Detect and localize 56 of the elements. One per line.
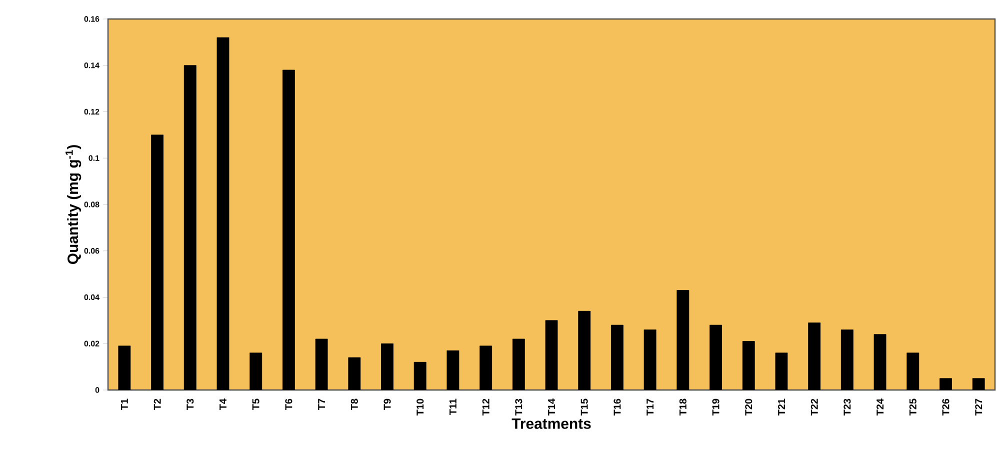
x-axis-title: Treatments	[512, 418, 591, 429]
bar	[381, 343, 394, 390]
bar	[512, 338, 525, 390]
x-tick-label: T20	[745, 398, 752, 416]
bar	[972, 378, 985, 390]
x-tick-label: T9	[384, 398, 391, 410]
x-tick-label: T22	[810, 398, 818, 416]
bar	[151, 134, 164, 390]
x-tick-label: T23	[844, 398, 851, 416]
x-tick-label: T19	[712, 398, 720, 416]
bar	[808, 322, 821, 390]
x-tick-label: T24	[876, 398, 884, 416]
bar	[578, 310, 591, 390]
bar	[840, 329, 854, 390]
x-tick-label: T8	[350, 398, 358, 410]
x-tick-label: T6	[285, 398, 292, 410]
bar	[184, 65, 196, 390]
x-tick-label: T15	[580, 398, 588, 416]
bar	[775, 352, 788, 390]
bar	[742, 341, 755, 390]
x-tick-label: T25	[909, 398, 916, 416]
x-tick-label: T14	[548, 398, 555, 416]
x-tick-label: T4	[220, 398, 226, 410]
bar	[906, 352, 920, 390]
bar	[348, 357, 361, 390]
x-tick-label: T12	[482, 398, 490, 416]
x-tick-label: T2	[154, 398, 161, 410]
bar	[940, 378, 952, 390]
bar	[216, 37, 230, 390]
bar	[480, 346, 492, 390]
bar	[710, 324, 722, 390]
y-axis-title: Quantity (mg g$^{-1}$)	[66, 145, 82, 264]
x-tick-label: T13	[515, 398, 522, 416]
bar	[315, 338, 328, 390]
bar	[545, 320, 558, 390]
bar	[282, 70, 295, 390]
x-tick-label: T3	[186, 398, 194, 410]
x-tick-label: T1	[121, 398, 128, 410]
x-tick-label: T11	[450, 398, 456, 416]
bar	[414, 362, 426, 390]
x-tick-label: T5	[252, 398, 260, 410]
bar	[644, 329, 656, 390]
x-tick-label: T16	[614, 398, 621, 416]
x-tick-label: T26	[942, 398, 950, 416]
bar	[611, 324, 624, 390]
x-tick-label: T27	[975, 398, 982, 416]
x-tick-label: T7	[318, 398, 325, 410]
bar	[446, 350, 460, 390]
x-tick-label: T18	[679, 398, 686, 416]
x-tick-label: T10	[416, 398, 424, 416]
x-tick-label: T21	[778, 398, 785, 416]
bar	[118, 346, 131, 390]
bar	[250, 352, 262, 390]
bar	[874, 334, 886, 390]
bar	[676, 290, 690, 390]
x-tick-label: T17	[646, 398, 654, 416]
